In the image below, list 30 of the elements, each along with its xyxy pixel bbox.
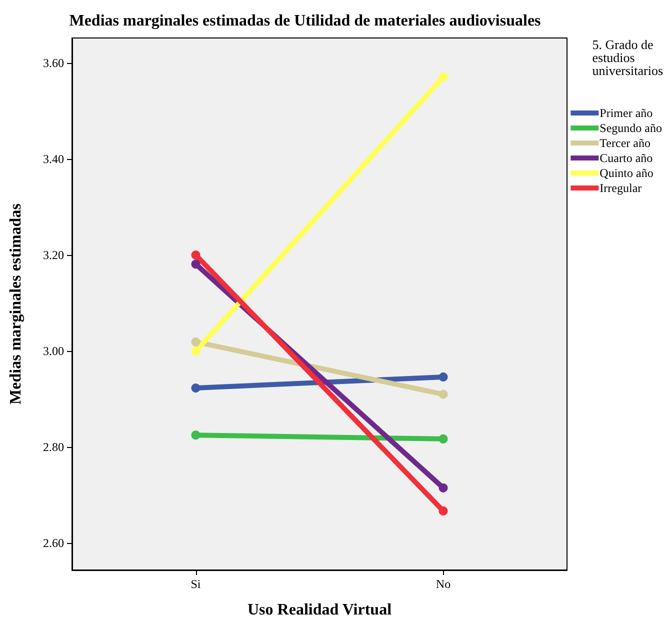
point	[438, 434, 448, 444]
point	[438, 390, 448, 399]
point	[191, 260, 200, 269]
x-tick-label: No	[436, 577, 451, 591]
y-tick-label: 2.60	[43, 536, 64, 550]
legend-label: Primer año	[600, 106, 653, 120]
point	[191, 337, 200, 346]
x-tick-label: Si	[190, 577, 202, 591]
x-axis-title: Uso Realidad Virtual	[247, 602, 392, 618]
y-tick-label: 3.60	[43, 56, 64, 70]
point	[191, 430, 200, 440]
y-tick-label: 3.00	[43, 344, 64, 358]
legend-label: Tercer año	[600, 136, 650, 150]
chart-title: Medias marginales estimadas de Utilidad de materiales audiovisuales	[69, 12, 541, 30]
point	[438, 506, 448, 516]
y-axis-title: Medias marginales estimadas	[8, 204, 24, 404]
point	[191, 346, 200, 356]
legend-label: Segundo año	[600, 121, 662, 135]
point	[438, 483, 448, 492]
point	[191, 384, 200, 393]
legend-label: Cuarto año	[600, 151, 653, 165]
legend-title: 5. Grado de estudios universitarios	[592, 37, 663, 78]
point	[191, 250, 200, 260]
point	[438, 372, 448, 382]
y-tick-label: 3.40	[43, 152, 64, 166]
y-tick-label: 2.80	[43, 440, 64, 454]
point	[438, 72, 448, 82]
legend-label: Irregular	[600, 181, 642, 195]
legend-label: Quinto año	[600, 166, 654, 180]
y-tick-label: 3.20	[43, 248, 64, 262]
